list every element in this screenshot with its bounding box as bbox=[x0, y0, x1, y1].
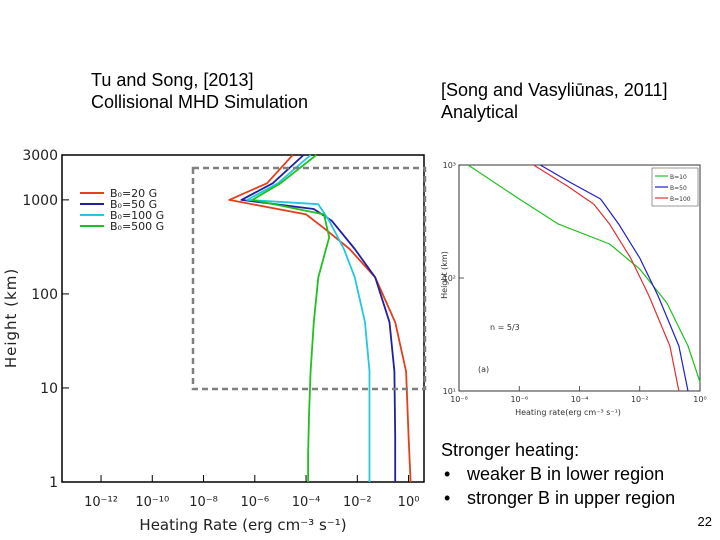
slide-number: 22 bbox=[697, 514, 712, 529]
series-line-2 bbox=[240, 154, 397, 482]
right-y-axis-label: Height (km) bbox=[440, 251, 449, 299]
right-annotation-n: n = 5/3 bbox=[490, 323, 520, 332]
x-tick-label: 10⁻² bbox=[631, 395, 649, 404]
legend-label: B₀=50 G bbox=[110, 198, 157, 211]
right-figure-caption: [Song and Vasyliūnas, 2011] Analytical bbox=[441, 79, 668, 123]
legend-label: B₀=100 G bbox=[110, 209, 164, 222]
right-legend: B=10 B=50 B=100 bbox=[651, 167, 699, 207]
note-item: stronger B in upper region bbox=[441, 486, 675, 510]
notes-list: weaker B in lower region stronger B in u… bbox=[441, 462, 675, 510]
y-tick-label: 1000 bbox=[22, 193, 58, 209]
left-y-axis-label: Height (km) bbox=[2, 268, 20, 368]
y-tick-label: 10¹ bbox=[443, 387, 456, 396]
x-tick-label: 10⁰ bbox=[398, 495, 420, 510]
series-line-2 bbox=[539, 164, 689, 392]
right-series-lines bbox=[467, 164, 701, 392]
x-tick-label: 10⁻¹² bbox=[84, 495, 118, 510]
series-line-4 bbox=[251, 154, 331, 482]
left-x-axis-label: Heating Rate (erg cm⁻³ s⁻¹) bbox=[139, 516, 346, 534]
notes-title: Stronger heating: bbox=[441, 440, 580, 460]
left-caption-line1: Tu and Song, [2013] bbox=[91, 70, 254, 90]
y-tick-label: 10² bbox=[443, 274, 456, 283]
x-tick-label: 10⁻⁸ bbox=[450, 395, 468, 404]
y-tick-label: 1 bbox=[49, 475, 58, 491]
x-tick-label: 10⁻¹⁰ bbox=[135, 495, 169, 510]
legend-label: B=10 bbox=[670, 174, 687, 181]
x-tick-label: 10⁻⁴ bbox=[571, 395, 589, 404]
y-tick-label: 100 bbox=[31, 287, 58, 303]
legend-label: B=50 bbox=[670, 185, 687, 192]
x-tick-label: 10⁻⁶ bbox=[240, 495, 269, 510]
y-tick-label: 3000 bbox=[22, 148, 58, 164]
right-panel-label: (a) bbox=[478, 365, 489, 374]
y-tick-label: 10³ bbox=[443, 161, 456, 170]
left-series-lines bbox=[228, 154, 412, 483]
right-axis-ticks: 10⁻⁸ 10⁻⁶ 10⁻⁴ 10⁻² 10⁰ 10¹ 10² 10³ bbox=[443, 161, 707, 404]
conclusion-notes: Stronger heating: weaker B in lower regi… bbox=[441, 438, 675, 510]
right-caption-line1: [Song and Vasyliūnas, 2011] bbox=[441, 80, 668, 100]
note-item: weaker B in lower region bbox=[441, 462, 675, 486]
legend-label: B₀=20 G bbox=[110, 187, 157, 200]
x-tick-label: 10⁻⁸ bbox=[189, 495, 218, 510]
left-figure-caption: Tu and Song, [2013] Collisional MHD Simu… bbox=[91, 69, 308, 113]
x-tick-label: 10⁻² bbox=[343, 495, 372, 510]
x-tick-label: 10⁰ bbox=[693, 395, 706, 404]
legend-label: B₀=500 G bbox=[110, 220, 164, 233]
right-x-axis-label: Heating rate(erg cm⁻³ s⁻¹) bbox=[515, 408, 621, 417]
series-line-3 bbox=[246, 154, 371, 482]
legend-label: B=100 bbox=[670, 196, 691, 203]
legend-box bbox=[651, 167, 699, 207]
series-line-3 bbox=[533, 164, 680, 392]
left-caption-line2: Collisional MHD Simulation bbox=[91, 92, 309, 112]
x-tick-label: 10⁻⁴ bbox=[292, 495, 321, 510]
series-line-1 bbox=[467, 164, 701, 383]
left-legend: B₀=20 GB₀=50 GB₀=100 GB₀=500 G bbox=[80, 187, 164, 233]
simulation-chart: 10⁻¹² 10⁻¹⁰ 10⁻⁸ 10⁻⁶ 10⁻⁴ 10⁻² 10⁰ 1 10 100 1000 3… bbox=[2, 148, 427, 534]
zoom-region-box bbox=[191, 166, 427, 391]
y-tick-label: 10 bbox=[40, 381, 58, 397]
series-line-1 bbox=[228, 154, 412, 483]
x-tick-label: 10⁻⁶ bbox=[510, 395, 528, 404]
left-axis-ticks: 10⁻¹² 10⁻¹⁰ 10⁻⁸ 10⁻⁶ 10⁻⁴ 10⁻² 10⁰ 1 10 100 1000 3… bbox=[22, 148, 419, 510]
right-caption-line2: Analytical bbox=[441, 102, 519, 122]
